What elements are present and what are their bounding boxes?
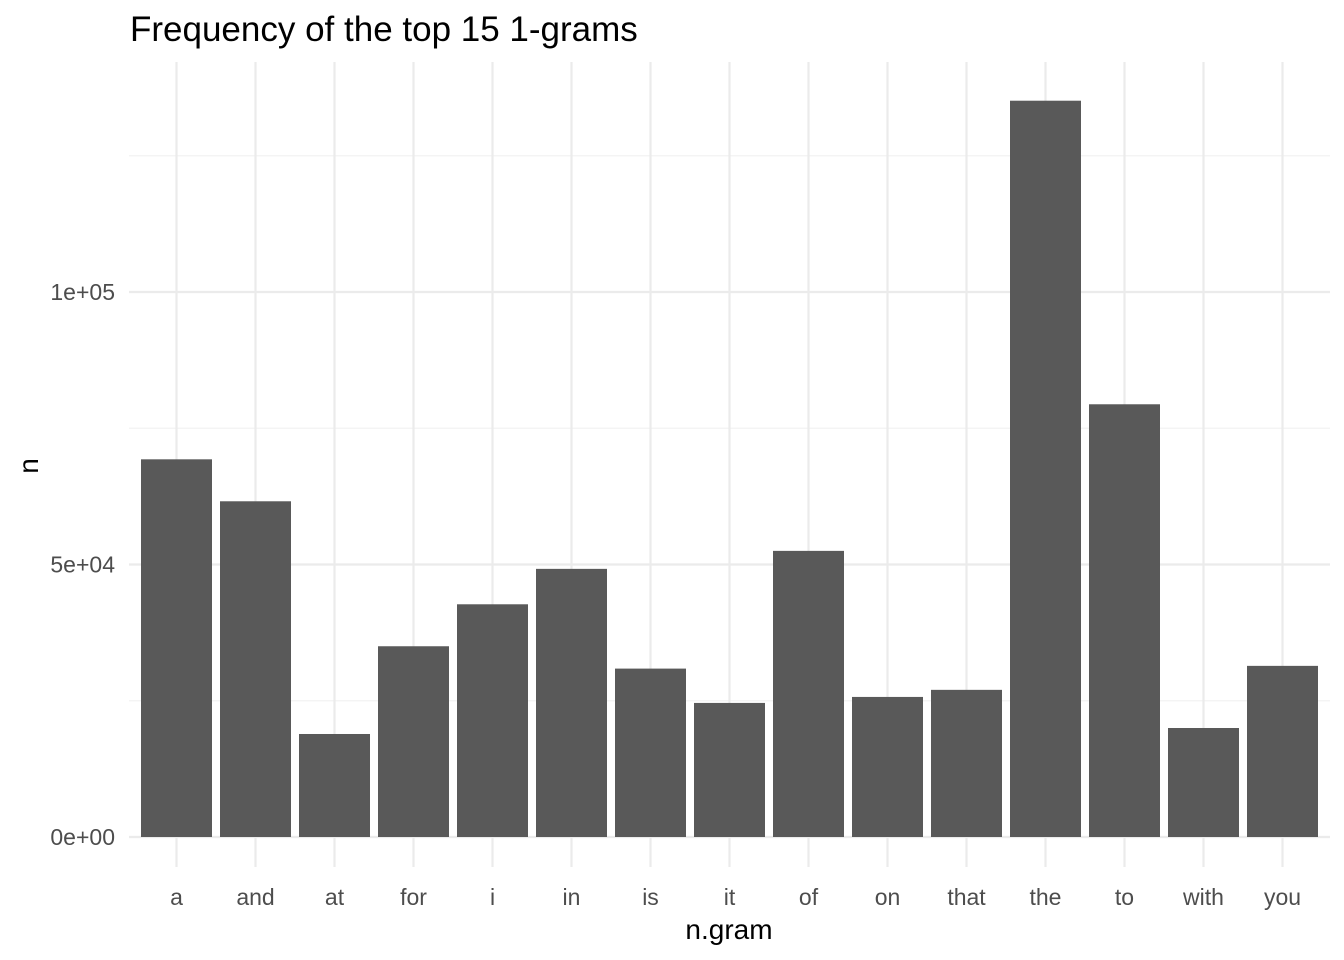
bar-of <box>773 550 844 837</box>
bar-it <box>694 702 765 837</box>
bar-you <box>1247 665 1318 837</box>
x-tick-label: a <box>170 884 183 910</box>
bar-a <box>141 459 212 837</box>
bar-at <box>299 733 370 837</box>
bar-the <box>1010 100 1081 837</box>
x-tick-label: at <box>325 884 345 910</box>
x-tick-label: you <box>1264 884 1301 910</box>
x-tick-label: for <box>400 884 427 910</box>
x-tick-label: on <box>875 884 901 910</box>
bar-with <box>1168 728 1239 837</box>
x-tick-label: is <box>642 884 659 910</box>
bar-in <box>536 568 607 837</box>
bar-and <box>220 501 291 837</box>
x-tick-label: i <box>490 884 495 910</box>
bar-is <box>615 668 686 837</box>
x-tick-label: that <box>947 884 986 910</box>
bars <box>141 100 1318 837</box>
y-tick-label: 5e+04 <box>50 552 115 578</box>
y-tick-label: 1e+05 <box>50 279 115 305</box>
y-tick-label: 0e+00 <box>50 824 115 850</box>
bar-i <box>457 604 528 837</box>
x-axis-ticks: a and at for i in is it of on that the to with you <box>170 884 1301 910</box>
x-tick-label: the <box>1030 884 1062 910</box>
y-axis-ticks: 0e+00 5e+04 1e+05 <box>50 279 115 850</box>
chart-title: Frequency of the top 15 1-grams <box>130 10 638 49</box>
x-tick-label: and <box>236 884 274 910</box>
bar-that <box>931 689 1002 837</box>
bar-for <box>378 646 449 837</box>
bar-to <box>1089 404 1160 837</box>
x-tick-label: to <box>1115 884 1134 910</box>
x-tick-label: in <box>563 884 581 910</box>
x-tick-label: it <box>724 884 736 910</box>
bar-on <box>852 696 923 837</box>
x-tick-label: with <box>1182 884 1224 910</box>
x-tick-label: of <box>799 884 819 910</box>
y-axis-title: n <box>13 458 44 474</box>
x-axis-title: n.gram <box>685 914 772 945</box>
